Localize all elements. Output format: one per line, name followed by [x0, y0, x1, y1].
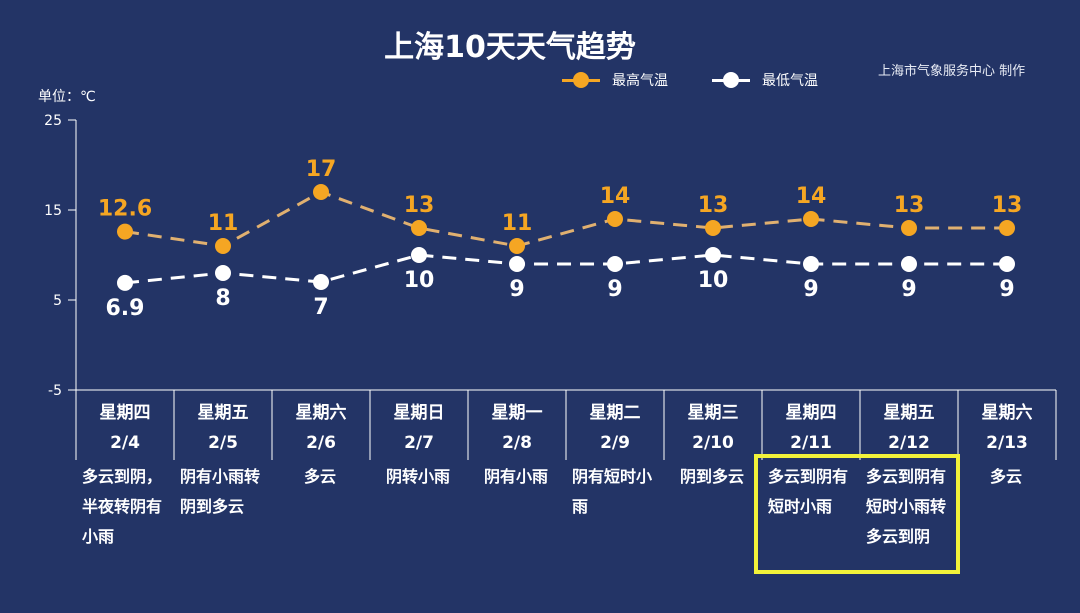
- data-label-high: 14: [600, 184, 631, 209]
- data-label-low: 9: [509, 277, 524, 302]
- data-label-high: 14: [796, 184, 827, 209]
- date-label: 2/7: [404, 433, 434, 453]
- data-label-low: 10: [698, 268, 729, 293]
- data-point-high: [117, 223, 133, 240]
- weather-description: 阴有小雨转阴到多云: [180, 467, 261, 516]
- legend-high-marker-icon: [562, 72, 600, 88]
- date-label: 2/6: [306, 433, 336, 453]
- weather-description: 阴转小雨: [385, 467, 450, 486]
- data-label-high: 11: [502, 211, 533, 236]
- data-label-low: 9: [999, 277, 1014, 302]
- data-point-low: [705, 247, 721, 263]
- date-label: 2/5: [208, 433, 238, 453]
- day-header: 星期一 2/8: [468, 398, 566, 458]
- day-header: 星期二 2/9: [566, 398, 664, 458]
- weekday-label: 星期三: [687, 403, 739, 423]
- weekday-label: 星期日: [393, 403, 445, 423]
- data-point-high: [607, 211, 623, 227]
- date-label: 2/13: [986, 433, 1028, 453]
- data-point-low: [313, 274, 329, 290]
- date-label: 2/4: [110, 433, 140, 453]
- data-point-high: [901, 220, 917, 236]
- legend-item-low: 最低气温: [712, 70, 818, 90]
- data-label-high: 11: [208, 211, 239, 236]
- data-point-low: [117, 274, 133, 291]
- weather-description: 多云: [989, 467, 1022, 486]
- y-tick-label: 15: [44, 203, 62, 219]
- date-label: 2/9: [600, 433, 630, 453]
- legend-item-high: 最高气温: [562, 70, 668, 90]
- data-label-low: 9: [607, 277, 622, 302]
- data-point-high: [313, 184, 329, 200]
- day-header: 星期四 2/11: [762, 398, 860, 458]
- data-point-high: [411, 220, 427, 236]
- date-label: 2/11: [790, 433, 832, 453]
- day-header: 星期四 2/4: [76, 398, 174, 458]
- data-label-high: 12.6: [98, 197, 152, 222]
- data-label-high: 17: [306, 157, 337, 182]
- weekday-label: 星期六: [295, 403, 347, 423]
- date-label: 2/12: [888, 433, 930, 453]
- weekday-label: 星期五: [197, 403, 249, 423]
- weekday-label: 星期五: [883, 403, 935, 423]
- data-point-low: [509, 256, 525, 272]
- weather-description: 多云到阴有短时小雨转多云到阴: [866, 467, 947, 546]
- data-point-low: [411, 247, 427, 263]
- day-header: 星期五 2/5: [174, 398, 272, 458]
- data-point-high: [509, 238, 525, 254]
- day-header: 星期五 2/12: [860, 398, 958, 458]
- data-point-high: [999, 220, 1015, 236]
- data-label-high: 13: [992, 193, 1023, 218]
- data-point-low: [901, 256, 917, 272]
- weekday-label: 星期四: [99, 403, 151, 423]
- weather-description: 多云: [303, 467, 336, 486]
- weekday-label: 星期六: [981, 403, 1033, 423]
- legend-high-label: 最高气温: [612, 73, 668, 89]
- data-point-low: [215, 265, 231, 281]
- highlight-box: [754, 454, 960, 574]
- y-tick-label: 25: [44, 113, 62, 129]
- weather-description: 多云到阴有短时小雨: [768, 467, 849, 516]
- legend-low-marker-icon: [712, 72, 750, 88]
- series-line-low: [124, 253, 1007, 285]
- data-point-low: [803, 256, 819, 272]
- y-tick-label: 5: [53, 293, 62, 309]
- y-tick-label: -5: [48, 383, 62, 399]
- day-header: 星期六 2/13: [958, 398, 1056, 458]
- legend-low-label: 最低气温: [762, 73, 818, 89]
- y-axis-unit: 单位：℃: [38, 89, 96, 105]
- data-label-low: 6.9: [106, 296, 145, 321]
- day-header: 星期六 2/6: [272, 398, 370, 458]
- weekday-label: 星期四: [785, 403, 837, 423]
- weather-description: 阴到多云: [679, 467, 744, 486]
- data-label-low: 10: [404, 268, 435, 293]
- weekday-label: 星期一: [491, 403, 543, 423]
- data-label-high: 13: [404, 193, 435, 218]
- data-label-high: 13: [698, 193, 729, 218]
- data-point-high: [705, 220, 721, 236]
- weather-description: 多云到阴，半夜转阴有小雨: [82, 467, 163, 546]
- weekday-label: 星期二: [589, 403, 641, 423]
- weather-description: 阴有短时小雨: [572, 467, 653, 516]
- data-point-low: [607, 256, 623, 272]
- data-label-high: 13: [894, 193, 925, 218]
- date-label: 2/10: [692, 433, 734, 453]
- data-point-high: [215, 238, 231, 254]
- data-label-low: 8: [215, 286, 230, 311]
- data-point-low: [999, 256, 1015, 272]
- day-header: 星期日 2/7: [370, 398, 468, 458]
- day-header: 星期三 2/10: [664, 398, 762, 458]
- date-label: 2/8: [502, 433, 532, 453]
- data-label-low: 9: [901, 277, 916, 302]
- series-line-high: [124, 190, 1007, 248]
- data-point-high: [803, 211, 819, 227]
- data-label-low: 9: [803, 277, 818, 302]
- chart-title: 上海10天天气趋势: [384, 30, 636, 65]
- weather-description: 阴有小雨: [483, 467, 548, 486]
- data-label-low: 7: [313, 295, 328, 320]
- credit-text: 上海市气象服务中心 制作: [878, 64, 1026, 79]
